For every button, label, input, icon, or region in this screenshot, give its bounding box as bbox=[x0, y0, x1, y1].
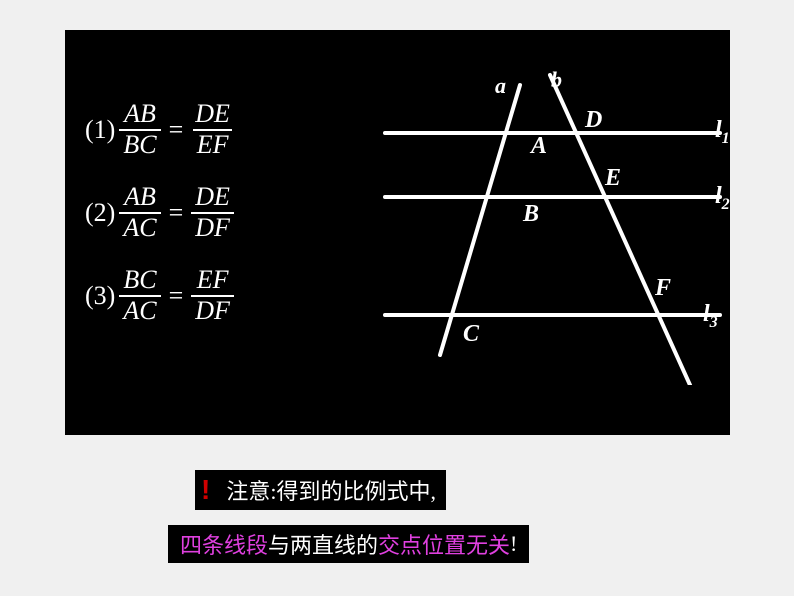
equals-sign: = bbox=[169, 115, 184, 145]
fraction-lhs: BC AC bbox=[119, 266, 160, 325]
eq-label: (3) bbox=[85, 281, 115, 311]
point-D: D bbox=[585, 107, 602, 134]
equation-2: (2) AB AC = DE DF bbox=[85, 183, 234, 242]
text-seg-3: 交点位置无关 bbox=[378, 528, 510, 560]
fraction-lhs: AB AC bbox=[119, 183, 160, 242]
label-l1: l1 bbox=[715, 117, 730, 148]
equations-block: (1) AB BC = DE EF (2) AB AC = DE DF bbox=[85, 100, 234, 350]
note-text: 得到的比例式中, bbox=[276, 474, 436, 506]
note-label: 注意: bbox=[226, 474, 276, 506]
eq-label: (2) bbox=[85, 198, 115, 228]
text-seg-1: 四条线段 bbox=[180, 528, 268, 560]
point-B: B bbox=[523, 201, 539, 228]
fraction-rhs: DE EF bbox=[191, 100, 234, 159]
point-E: E bbox=[605, 165, 621, 192]
equals-sign: = bbox=[169, 281, 184, 311]
point-A: A bbox=[531, 133, 547, 160]
geometry-diagram: a b A B C D E F l1 l2 l3 bbox=[345, 45, 730, 385]
text-seg-4: ! bbox=[510, 531, 517, 557]
fraction-rhs: EF DF bbox=[191, 266, 234, 325]
point-F: F bbox=[655, 275, 671, 302]
fraction-lhs: AB BC bbox=[119, 100, 160, 159]
eq-label: (1) bbox=[85, 115, 115, 145]
equation-3: (3) BC AC = EF DF bbox=[85, 266, 234, 325]
callout-note: ! 注意: 得到的比例式中, bbox=[195, 470, 446, 510]
line-b bbox=[550, 75, 690, 385]
slide-panel: (1) AB BC = DE EF (2) AB AC = DE DF bbox=[65, 30, 730, 435]
equals-sign: = bbox=[169, 198, 184, 228]
exclaim-icon: ! bbox=[201, 474, 210, 506]
text-seg-2: 与两直线的 bbox=[268, 528, 378, 560]
point-C: C bbox=[463, 321, 479, 348]
fraction-rhs: DE DF bbox=[191, 183, 234, 242]
label-l2: l2 bbox=[715, 183, 730, 214]
label-b: b bbox=[551, 67, 562, 93]
label-l3: l3 bbox=[703, 301, 718, 332]
label-a: a bbox=[495, 73, 506, 99]
callout-conclusion: 四条线段 与两直线的 交点位置无关 ! bbox=[168, 525, 529, 563]
equation-1: (1) AB BC = DE EF bbox=[85, 100, 234, 159]
